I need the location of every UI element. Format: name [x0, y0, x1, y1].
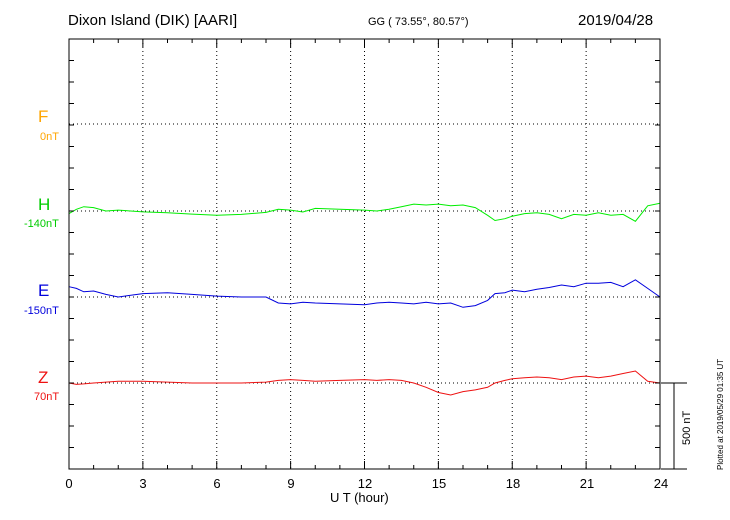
x-tick-label: 18 [505, 476, 521, 491]
component-F-offset: 0nT [40, 131, 59, 143]
component-H-offset: -140nT [24, 218, 59, 230]
component-E-label: E [38, 281, 50, 300]
scale-bar-label: 500 nT [681, 410, 693, 445]
plotted-timestamp: Plotted at 2019/05/29 01:35 UT [716, 358, 725, 470]
component-Z-label: Z [38, 368, 49, 387]
date-label: 2019/04/28 [578, 12, 654, 29]
coordinates-label: GG ( 73.55°, 80.57°) [368, 16, 469, 28]
axis-ticks [68, 38, 661, 470]
series-line-E [68, 279, 661, 308]
x-tick-label: 15 [431, 476, 447, 491]
series-line-H [68, 202, 661, 222]
x-tick-label: 24 [653, 476, 669, 491]
series-line-Z [68, 370, 661, 396]
x-tick-label: 6 [213, 476, 221, 491]
x-tick-label: 12 [357, 476, 373, 491]
component-baselines [69, 123, 660, 384]
component-Z-offset: 70nT [34, 391, 60, 403]
x-tick-label: 0 [65, 476, 73, 491]
x-tick-label: 3 [139, 476, 147, 491]
component-traces [68, 202, 661, 396]
x-tick-label: 21 [579, 476, 595, 491]
component-F-label: F [38, 107, 49, 126]
station-title: Dixon Island (DIK) [AARI] [68, 12, 238, 29]
scale-bar [661, 382, 687, 470]
component-E-offset: -150nT [24, 305, 59, 317]
component-H-label: H [38, 195, 51, 214]
x-axis-label: U T (hour) [330, 490, 389, 505]
x-tick-label: 9 [287, 476, 295, 491]
grid-lines [142, 39, 587, 469]
